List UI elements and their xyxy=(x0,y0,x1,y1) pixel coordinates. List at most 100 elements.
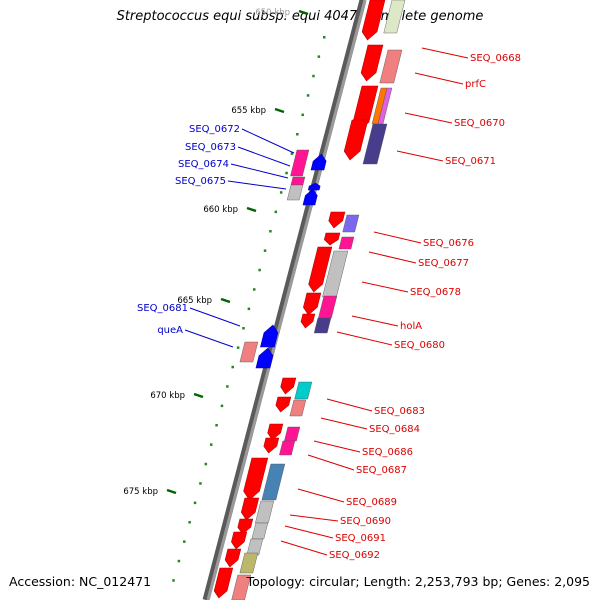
minor-tick xyxy=(253,288,256,291)
gene-label: holA xyxy=(400,321,422,332)
cog-box xyxy=(383,0,406,34)
minor-tick xyxy=(183,540,186,543)
gene-arrow xyxy=(240,497,260,521)
gene-label: SEQ_0683 xyxy=(374,406,425,417)
minor-tick xyxy=(285,171,288,175)
minor-tick xyxy=(269,230,272,233)
label-leader-line xyxy=(414,72,464,85)
major-tick xyxy=(274,107,285,114)
gene-arrow xyxy=(237,518,254,535)
gene-arrow xyxy=(308,246,333,293)
gene-arrow xyxy=(323,232,341,246)
tick-label: 675 kbp xyxy=(123,487,158,497)
gene-arrow xyxy=(213,567,234,599)
gene-label: SEQ_0670 xyxy=(454,118,505,129)
cog-box xyxy=(338,236,355,250)
cog-box xyxy=(342,214,360,233)
minor-tick xyxy=(188,521,191,524)
label-leader-line xyxy=(230,163,289,179)
label-leader-line xyxy=(396,150,444,162)
minor-tick xyxy=(231,365,234,369)
major-tick xyxy=(166,488,177,495)
cog-box xyxy=(289,399,307,417)
minor-tick xyxy=(247,307,251,311)
minor-tick xyxy=(177,559,181,563)
stats-separator: ; xyxy=(498,574,507,589)
gene-label: SEQ_0668 xyxy=(470,53,521,64)
label-leader-line xyxy=(336,331,393,346)
label-leader-line xyxy=(373,231,422,244)
gene-arrow xyxy=(328,211,346,229)
gene-arrow xyxy=(360,44,384,82)
minor-tick xyxy=(290,152,294,155)
gene-arrow xyxy=(310,153,327,171)
gene-label: SEQ_0684 xyxy=(369,424,420,435)
label-leader-line xyxy=(361,281,409,293)
minor-tick xyxy=(226,385,229,388)
minor-tick xyxy=(209,443,213,446)
gene-label: SEQ_0676 xyxy=(423,238,474,249)
gene-label: SEQ_0690 xyxy=(340,516,391,527)
label-leader-line xyxy=(404,112,453,124)
minor-tick xyxy=(296,133,299,136)
label-leader-line xyxy=(237,146,291,167)
cog-box xyxy=(284,426,301,442)
gene-count-label: Genes: 2,095 xyxy=(506,574,590,589)
gene-features xyxy=(213,0,406,600)
minor-tick xyxy=(258,268,261,272)
accession-label: Accession: NC_012471 xyxy=(9,574,152,589)
gene-labels: SEQ_0668 prfC SEQ_0670 SEQ_0671 SEQ_0676 SEQ_… xyxy=(137,47,521,561)
minor-tick xyxy=(323,36,326,39)
minor-tick xyxy=(263,249,267,252)
cog-box xyxy=(239,552,259,574)
tick-label: 660 kbp xyxy=(203,205,238,215)
minor-tick xyxy=(301,113,304,117)
label-leader-line xyxy=(184,329,234,348)
gene-label: SEQ_0672 xyxy=(189,124,240,135)
gene-arrow xyxy=(302,188,318,206)
tick-label: 665 kbp xyxy=(177,296,212,306)
label-leader-line xyxy=(297,488,345,503)
gene-arrow xyxy=(260,324,279,348)
major-tick xyxy=(298,9,309,16)
cog-box xyxy=(279,440,296,456)
cog-box xyxy=(362,123,388,165)
cog-box xyxy=(239,341,259,363)
gene-arrow xyxy=(267,423,284,441)
stats-separator: ; xyxy=(355,574,364,589)
cog-box xyxy=(294,381,313,400)
label-leader-line xyxy=(280,540,328,556)
cog-box xyxy=(231,574,252,600)
gene-arrow xyxy=(361,0,386,41)
gene-arrow xyxy=(280,377,297,395)
gene-arrow xyxy=(263,437,280,454)
gene-arrow xyxy=(224,548,242,568)
genome-stats: Topology: circular; Length: 2,253,793 bp… xyxy=(247,574,590,589)
gene-label: SEQ_0687 xyxy=(356,465,407,476)
cog-box xyxy=(318,295,338,319)
minor-tick xyxy=(279,191,283,194)
label-leader-line xyxy=(227,180,287,190)
gene-arrow xyxy=(343,119,369,161)
minor-tick xyxy=(242,327,245,330)
major-tick xyxy=(193,392,204,399)
scale-ruler: 650 kbp 655 kbp 660 kbp 665 kbp 670 kbp 675 k… xyxy=(123,8,326,582)
gene-label: SEQ_0675 xyxy=(175,176,226,187)
minor-tick xyxy=(220,404,224,408)
topology-label: Topology: circular xyxy=(246,574,356,589)
gene-arrow xyxy=(300,313,316,329)
label-leader-line xyxy=(241,128,295,154)
gene-arrow xyxy=(231,531,248,550)
tick-label: 655 kbp xyxy=(231,106,266,116)
minor-tick xyxy=(172,579,175,582)
tick-label: 670 kbp xyxy=(150,391,185,401)
minor-tick xyxy=(236,346,240,349)
major-tick xyxy=(220,297,231,304)
minor-tick xyxy=(199,482,202,485)
cog-box xyxy=(261,463,286,501)
gene-arrow xyxy=(255,347,274,369)
minor-tick xyxy=(312,74,315,78)
cog-box xyxy=(286,184,304,201)
gene-arrow xyxy=(243,457,269,501)
